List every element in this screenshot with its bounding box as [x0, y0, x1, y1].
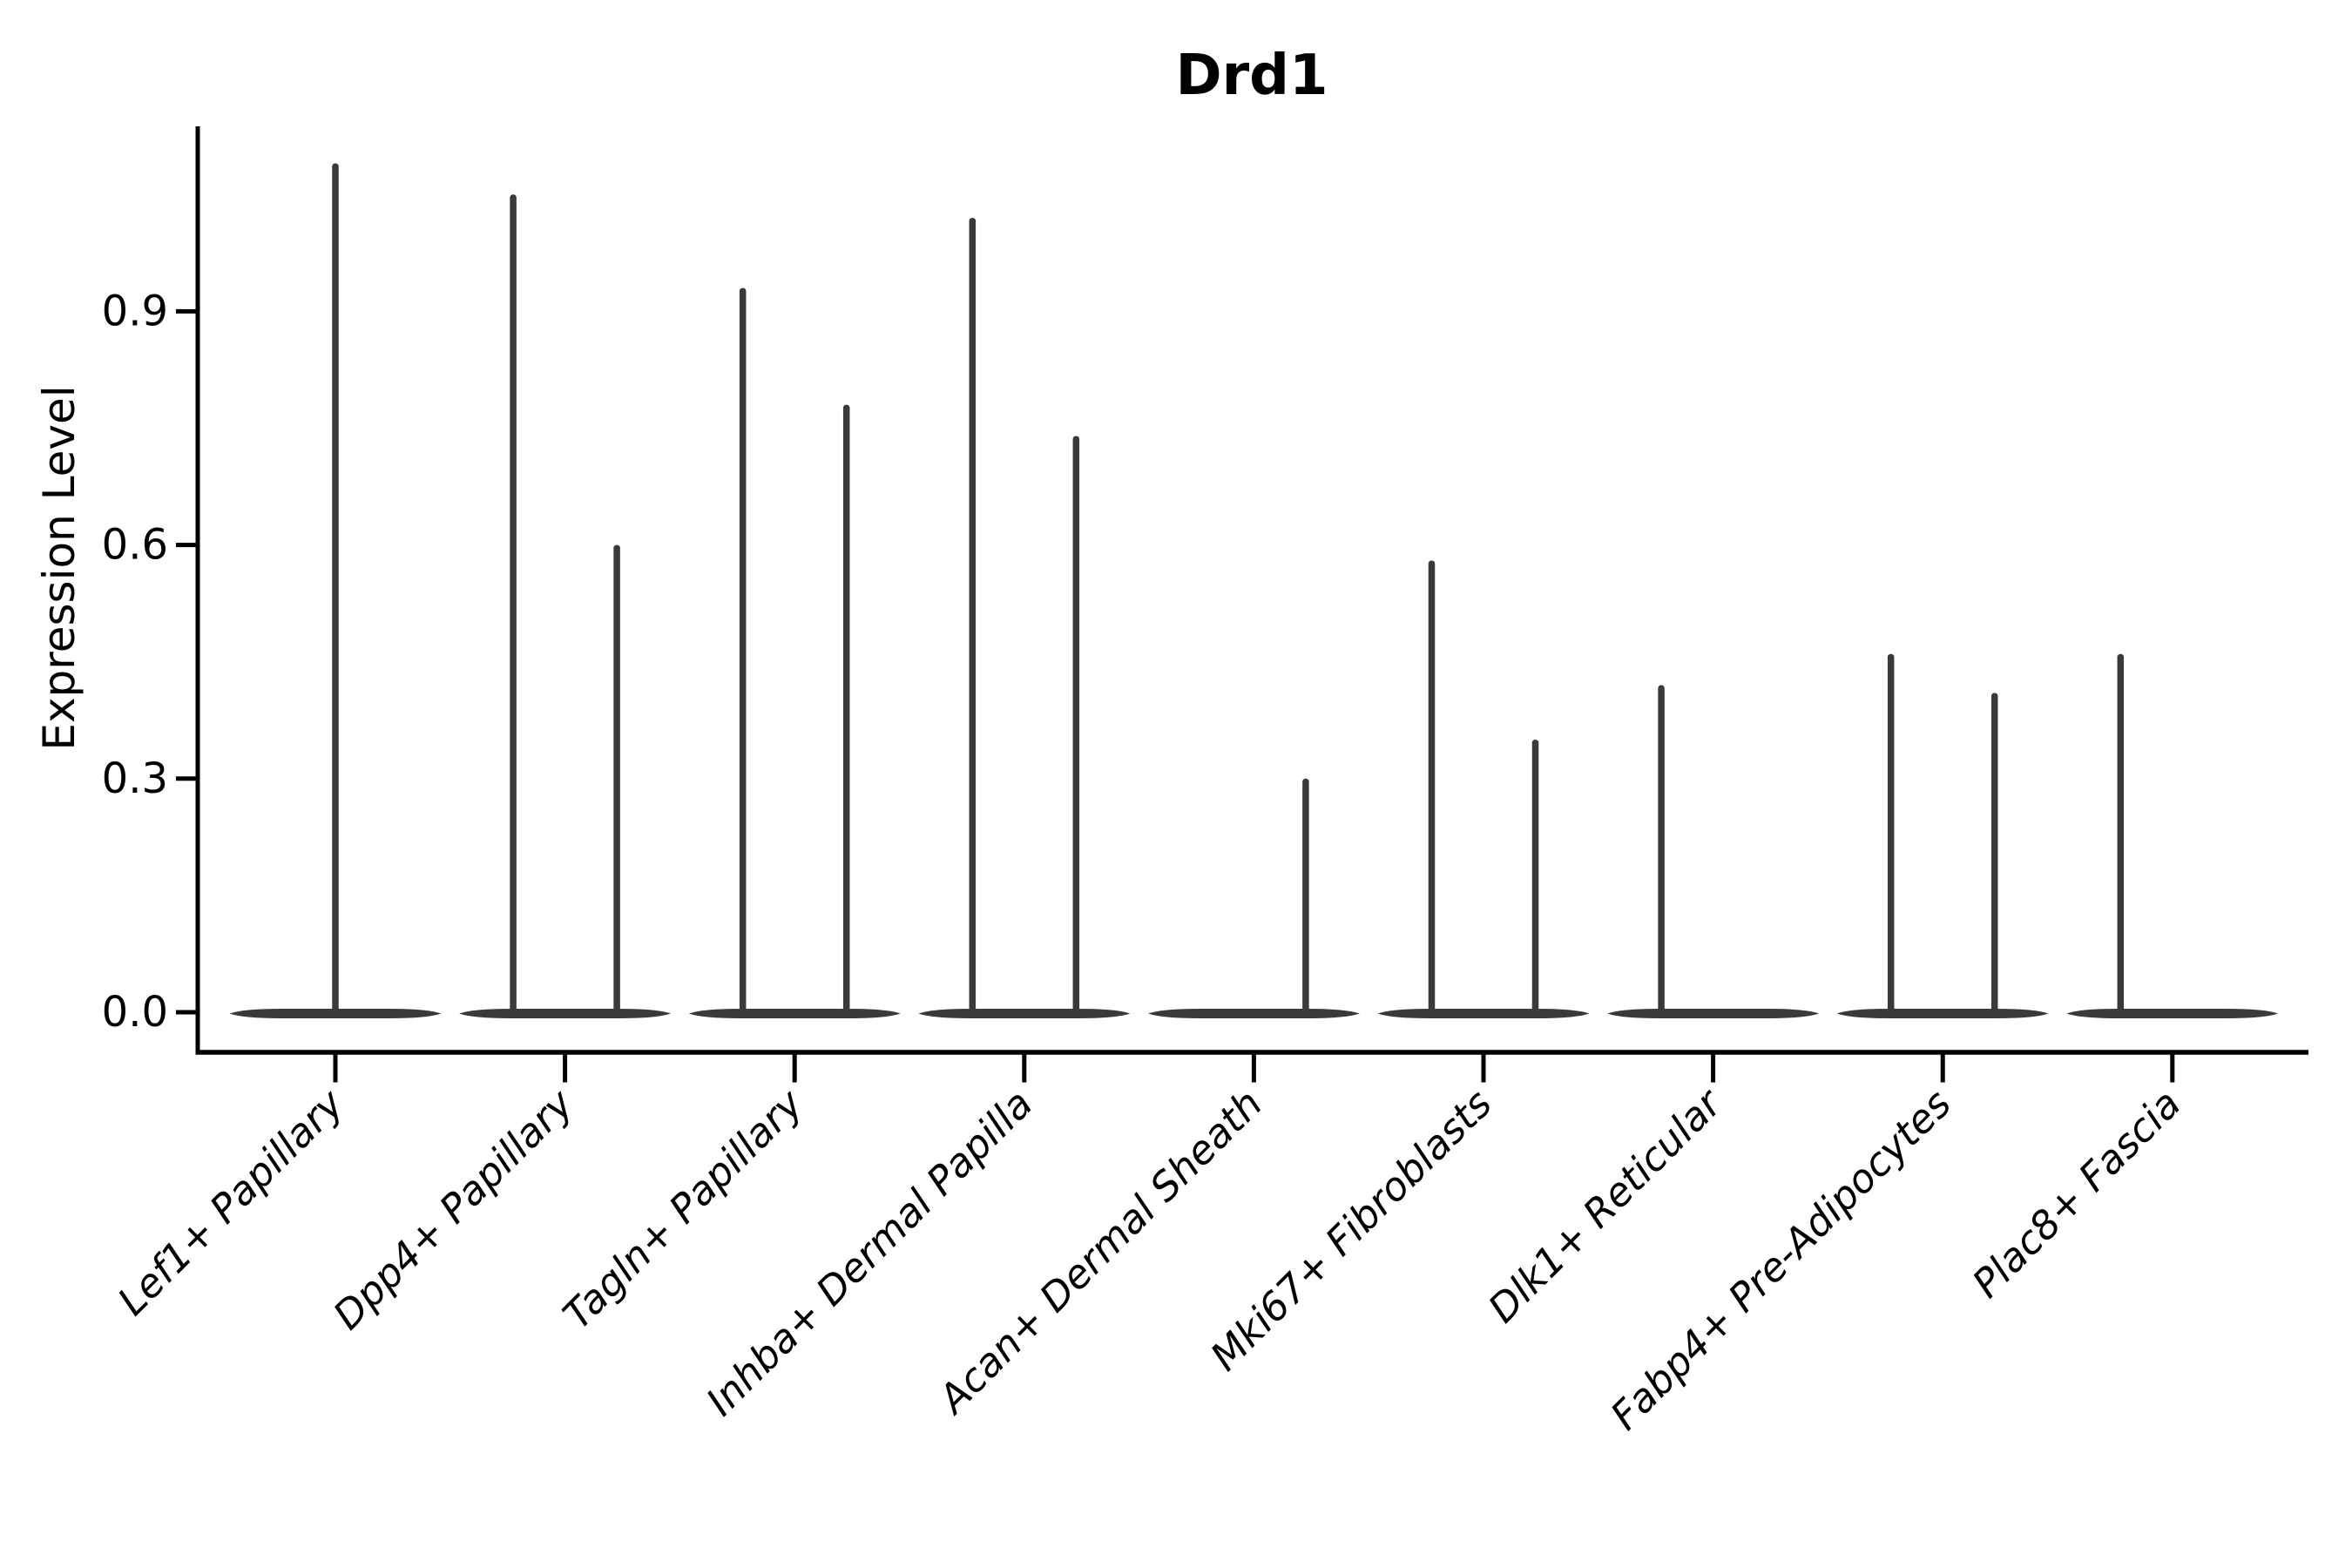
violin-needle — [1658, 685, 1665, 1016]
x-tick — [1022, 1054, 1027, 1083]
violin — [918, 218, 1131, 1018]
violin — [459, 194, 672, 1018]
x-tick — [563, 1054, 568, 1083]
y-tick-label: 0.6 — [102, 521, 168, 570]
x-tick-label: Plac8+ Fascia — [1963, 1080, 2190, 1307]
violin-needle — [1428, 560, 1436, 1016]
violin — [1607, 685, 1820, 1018]
violin-needle — [1887, 653, 1895, 1016]
violin-needle — [842, 404, 850, 1016]
x-tick — [2170, 1054, 2175, 1083]
violin-base — [688, 1009, 901, 1018]
violin-base — [459, 1009, 672, 1018]
y-tick-label: 0.9 — [102, 287, 168, 335]
violin — [1377, 560, 1590, 1018]
x-tick — [333, 1054, 338, 1083]
violin — [1147, 778, 1360, 1018]
x-tick — [1481, 1054, 1486, 1083]
y-axis-label: Expression Level — [34, 385, 84, 750]
y-tick — [176, 543, 198, 548]
x-tick — [1711, 1054, 1716, 1083]
y-tick-label: 0.3 — [102, 754, 168, 803]
violin — [1836, 653, 2049, 1018]
y-axis-spine — [195, 126, 200, 1055]
x-tick — [1940, 1054, 1945, 1083]
violin-needle — [739, 287, 747, 1017]
x-tick-label: Lef1+ Papillary — [109, 1079, 354, 1324]
violin-needle — [510, 194, 517, 1017]
violin-base — [1607, 1009, 1820, 1018]
x-tick — [792, 1054, 797, 1083]
violin-base — [2066, 1009, 2279, 1018]
violin — [688, 287, 901, 1018]
violin-needle — [1531, 740, 1539, 1016]
violin — [229, 163, 442, 1018]
x-tick — [1251, 1054, 1256, 1083]
y-tick — [176, 1010, 198, 1015]
x-tick-label: Tagln+ Papillary — [554, 1079, 813, 1338]
violin-base — [1836, 1009, 2049, 1018]
chart-title: Drd1 — [1175, 44, 1328, 108]
x-tick-label: Dpp4+ Papillary — [324, 1079, 583, 1338]
violin-base — [1147, 1009, 1360, 1018]
y-tick-label: 0.0 — [102, 988, 168, 1037]
violin-needle — [613, 544, 620, 1016]
violin-needle — [2117, 653, 2125, 1016]
violin-needle — [1990, 693, 1998, 1016]
violin-needle — [1302, 778, 1309, 1016]
violin-needle — [1072, 436, 1080, 1016]
violin-base — [918, 1009, 1131, 1018]
violin-needle — [332, 163, 339, 1017]
violin-base — [229, 1009, 442, 1018]
violin-base — [1377, 1009, 1590, 1018]
y-tick — [176, 776, 198, 781]
violin-needle — [969, 218, 977, 1016]
violin — [2066, 653, 2279, 1018]
x-tick-label: Dlk1+ Reticular — [1479, 1079, 1732, 1332]
y-tick — [176, 308, 198, 314]
x-axis-spine — [195, 1050, 2308, 1055]
